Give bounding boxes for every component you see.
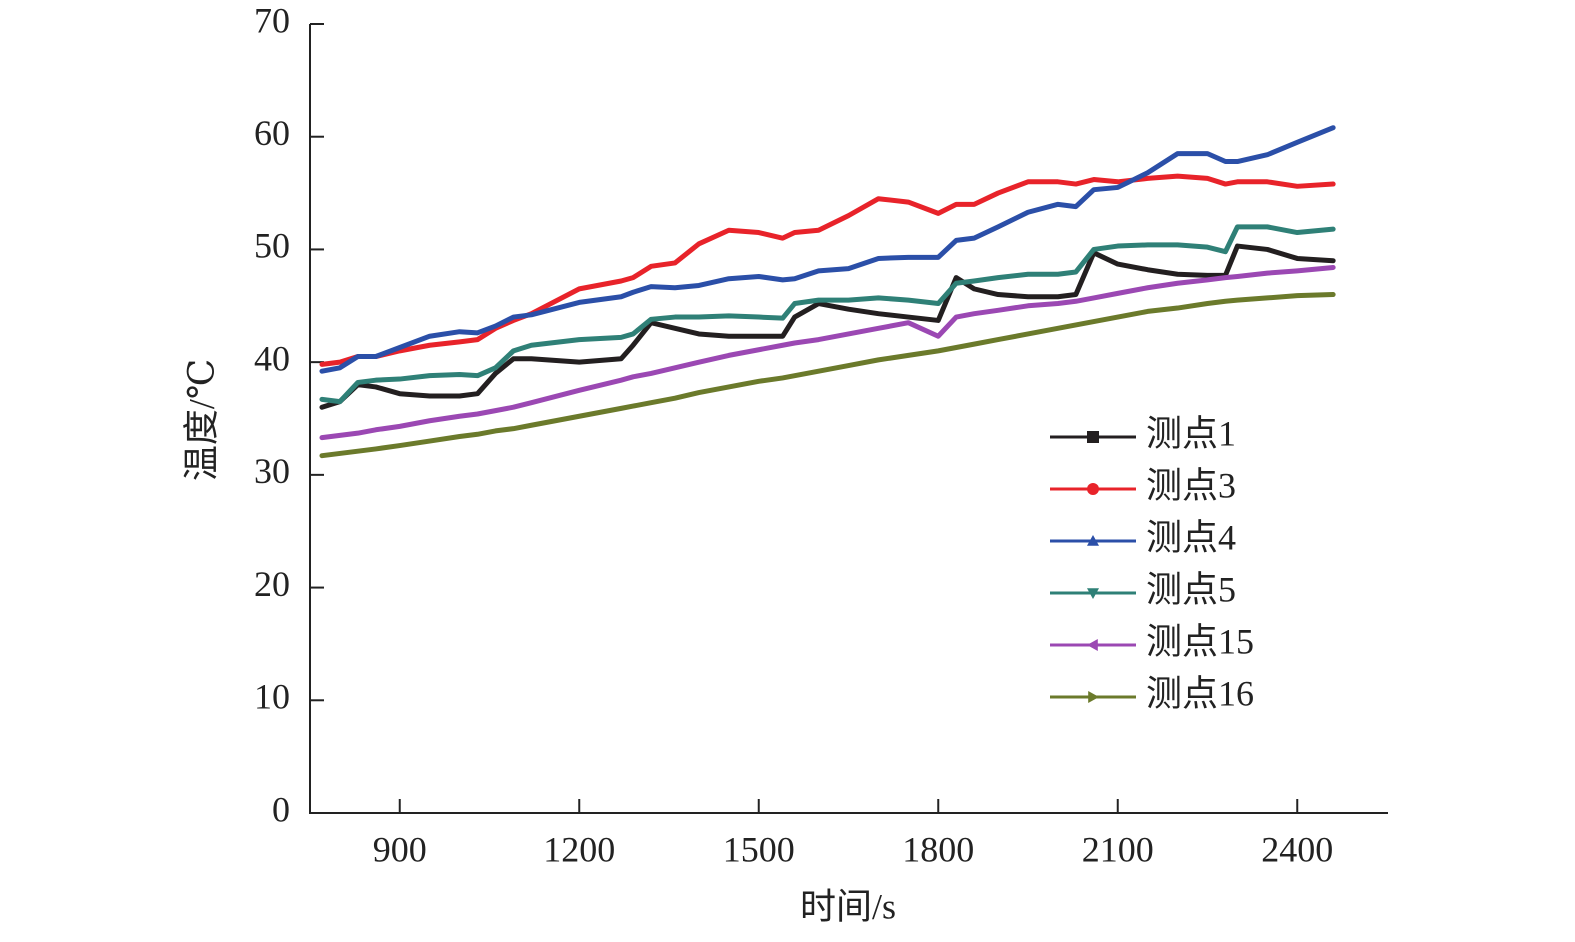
y-tick-label: 40 — [254, 338, 290, 378]
legend-label: 测点1 — [1146, 413, 1236, 453]
legend-label: 测点5 — [1146, 569, 1236, 609]
x-tick-label: 2400 — [1261, 829, 1333, 869]
y-tick-label: 60 — [254, 113, 290, 153]
y-tick-label: 30 — [254, 451, 290, 491]
y-tick-label: 70 — [254, 0, 290, 40]
series-line — [319, 125, 1336, 374]
x-tick-label: 1500 — [723, 829, 795, 869]
legend-label: 测点3 — [1146, 465, 1236, 505]
legend-label: 测点4 — [1146, 517, 1236, 557]
x-tick-label: 1200 — [543, 829, 615, 869]
series-line — [319, 224, 1336, 405]
legend-marker — [1088, 691, 1099, 703]
x-tick-label: 1800 — [902, 829, 974, 869]
legend-marker — [1087, 639, 1098, 651]
x-tick-label: 2100 — [1082, 829, 1154, 869]
y-tick-label: 20 — [254, 564, 290, 604]
y-tick-label: 50 — [254, 226, 290, 266]
legend-label: 测点16 — [1146, 673, 1254, 713]
series-line — [319, 173, 1336, 367]
series-line — [319, 243, 1336, 410]
series-line — [319, 292, 1336, 459]
legend-marker — [1087, 535, 1099, 546]
legend-marker — [1087, 588, 1099, 599]
legend-marker — [1087, 483, 1099, 495]
x-axis-label: 时间/s — [800, 886, 896, 926]
x-tick-label: 900 — [373, 829, 427, 869]
series-line — [319, 264, 1336, 441]
y-tick-label: 0 — [272, 789, 290, 829]
y-axis-label: 温度/℃ — [181, 359, 221, 481]
legend-label: 测点15 — [1146, 621, 1254, 661]
y-tick-label: 10 — [254, 677, 290, 717]
legend-marker — [1087, 431, 1099, 443]
